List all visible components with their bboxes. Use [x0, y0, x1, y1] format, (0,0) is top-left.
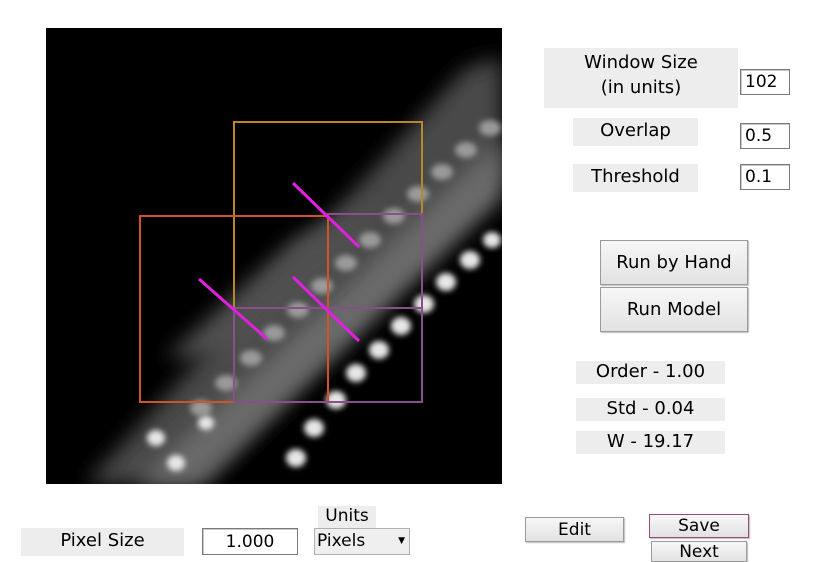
threshold-input[interactable] [740, 164, 790, 190]
window-box-purple-lower [233, 307, 423, 403]
microscopy-image [46, 28, 502, 484]
overlap-label: Overlap [573, 118, 698, 146]
units-label: Units [318, 506, 376, 528]
std-result: Std - 0.04 [576, 398, 725, 421]
pixel-size-input[interactable] [202, 528, 298, 555]
edit-button[interactable]: Edit [525, 517, 624, 542]
w-result: W - 19.17 [576, 431, 725, 454]
save-button[interactable]: Save [649, 514, 749, 538]
overlap-input[interactable] [740, 123, 790, 149]
order-result: Order - 1.00 [576, 361, 725, 384]
orientation-line [198, 277, 268, 341]
window-size-label: Window Size (in units) [544, 48, 738, 108]
orientation-line [291, 181, 361, 249]
dropdown-arrow-icon: ▼ [398, 536, 405, 546]
threshold-label: Threshold [573, 164, 698, 192]
units-select[interactable]: Pixels ▼ [314, 528, 410, 555]
next-button[interactable]: Next [651, 541, 747, 562]
orientation-line [291, 275, 361, 343]
units-selected-value: Pixels [317, 531, 366, 551]
image-viewer[interactable] [46, 28, 502, 484]
pixel-size-label: Pixel Size [21, 528, 184, 556]
run-model-button[interactable]: Run Model [600, 287, 748, 332]
run-by-hand-button[interactable]: Run by Hand [600, 240, 748, 285]
window-size-input[interactable] [740, 69, 790, 95]
